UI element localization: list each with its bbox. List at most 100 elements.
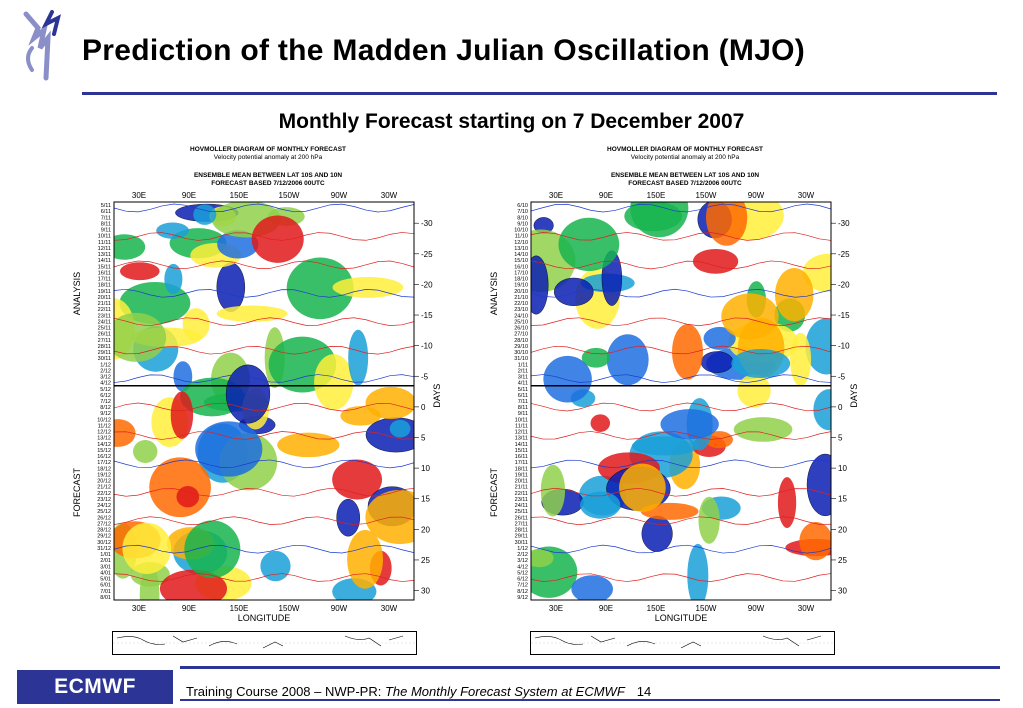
panel-header-line2: Velocity potential anomaly at 200 hPa xyxy=(213,154,323,161)
date-label: 8/11 xyxy=(518,405,528,411)
date-label: 8/11 xyxy=(101,221,111,227)
x-tick-label: 150W xyxy=(279,604,300,613)
contour-region xyxy=(630,202,689,238)
date-label: 11/12 xyxy=(98,423,111,429)
date-label: 25/11 xyxy=(98,326,111,332)
date-label: 3/12 xyxy=(517,558,528,564)
contour-line xyxy=(531,203,831,213)
slide-subtitle: Monthly Forecast starting on 7 December … xyxy=(278,110,745,133)
world-map-strip xyxy=(112,631,417,655)
date-label: 23/12 xyxy=(97,497,111,503)
date-label: 8/12 xyxy=(517,589,528,595)
footer-italic: The Monthly Forecast System at ECMWF xyxy=(384,684,625,699)
date-label: 1/01 xyxy=(100,552,111,558)
contour-region xyxy=(114,234,146,260)
date-label: 16/10 xyxy=(514,264,528,270)
day-tick-label: -10 xyxy=(838,342,850,351)
date-label: 24/12 xyxy=(97,503,111,509)
date-label: 6/10 xyxy=(517,203,528,209)
world-map-strip xyxy=(530,631,835,655)
date-label: 22/11 xyxy=(98,307,111,313)
date-label: 13/10 xyxy=(514,246,528,252)
date-label: 7/10 xyxy=(517,209,528,215)
date-label: 30/10 xyxy=(514,350,528,356)
date-label: 17/10 xyxy=(514,270,528,276)
date-label: 30/12 xyxy=(97,540,111,546)
contour-region xyxy=(774,268,814,322)
day-tick-label: -5 xyxy=(838,372,846,381)
footer-text: Training Course 2008 – NWP-PR: The Month… xyxy=(186,684,651,699)
x-tick-label: 150W xyxy=(696,604,717,613)
day-tick-label: 30 xyxy=(838,587,847,596)
contour-region xyxy=(571,575,614,600)
contour-region xyxy=(619,463,666,512)
day-tick-label: -15 xyxy=(838,311,850,320)
day-tick-label: 0 xyxy=(421,403,426,412)
contour-region xyxy=(580,491,621,519)
date-label: 27/10 xyxy=(514,332,528,338)
date-label: 15/10 xyxy=(514,258,528,264)
date-label: 19/11 xyxy=(515,472,528,478)
contour-line xyxy=(114,459,414,469)
date-label: 14/11 xyxy=(98,258,111,264)
date-label: 7/01 xyxy=(100,589,111,595)
footer-divider-top xyxy=(180,666,1000,669)
date-label: 2/01 xyxy=(100,558,111,564)
contour-region xyxy=(336,498,361,537)
date-label: 25/10 xyxy=(514,319,528,325)
date-label: 19/12 xyxy=(97,472,111,478)
date-label: 13/11 xyxy=(515,436,528,442)
date-label: 15/11 xyxy=(515,448,528,454)
panel-header-line1: HOVMOLLER DIAGRAM OF MONTHLY FORECAST xyxy=(190,146,346,153)
contour-line xyxy=(531,317,831,327)
date-label: 26/11 xyxy=(515,515,528,521)
contour-region xyxy=(173,361,193,392)
date-label: 29/11 xyxy=(515,534,528,540)
x-tick-label: 150E xyxy=(230,604,249,613)
date-label: 18/10 xyxy=(514,277,528,283)
day-tick-label: -15 xyxy=(421,311,433,320)
day-tick-label: 30 xyxy=(421,587,430,596)
plot-frame xyxy=(530,201,832,601)
contour-region xyxy=(733,417,793,442)
date-label: 18/11 xyxy=(98,283,111,289)
day-tick-label: 20 xyxy=(421,525,430,534)
contour-region xyxy=(170,391,194,439)
contour-region xyxy=(156,222,190,239)
footer-divider-bottom xyxy=(180,699,1000,701)
date-label: 12/11 xyxy=(98,246,111,252)
x-tick-label: 30W xyxy=(381,191,398,200)
date-label: 25/12 xyxy=(97,509,111,515)
contour-line xyxy=(531,345,831,355)
day-tick-label: 25 xyxy=(421,556,430,565)
day-tick-label: 10 xyxy=(838,464,847,473)
date-label: 9/12 xyxy=(517,595,528,601)
date-label: 28/11 xyxy=(515,528,528,534)
x-tick-label: 150E xyxy=(647,604,666,613)
panel-header-line3: ENSEMBLE MEAN BETWEEN LAT 10S AND 10N xyxy=(610,172,760,179)
contour-line xyxy=(114,232,414,241)
date-label: 31/12 xyxy=(97,546,111,552)
contour-region xyxy=(553,277,594,306)
x-tick-label: 90W xyxy=(748,604,765,613)
x-tick-label: 90E xyxy=(599,604,613,613)
date-label: 7/11 xyxy=(518,399,528,405)
contour-region xyxy=(195,421,263,477)
contour-region xyxy=(698,496,720,544)
hovmoller-panel-right: HOVMOLLER DIAGRAM OF MONTHLY FORECAST Ve… xyxy=(475,140,895,660)
date-label: 20/12 xyxy=(97,479,111,485)
contour-line xyxy=(531,573,831,582)
day-tick-label: 15 xyxy=(838,495,847,504)
date-label: 4/01 xyxy=(100,570,111,576)
contour-region xyxy=(540,464,566,517)
date-label: 13/11 xyxy=(98,252,111,258)
date-label: 2/11 xyxy=(518,368,528,374)
contour-line xyxy=(114,288,414,298)
date-label: 24/11 xyxy=(98,319,111,325)
x-tick-label: 150W xyxy=(279,191,300,200)
forecast-label: FORECAST xyxy=(489,468,499,518)
x-tick-label: 30W xyxy=(798,604,815,613)
date-label: 5/12 xyxy=(100,387,111,393)
date-label: 18/12 xyxy=(97,466,111,472)
contour-region xyxy=(705,431,733,449)
